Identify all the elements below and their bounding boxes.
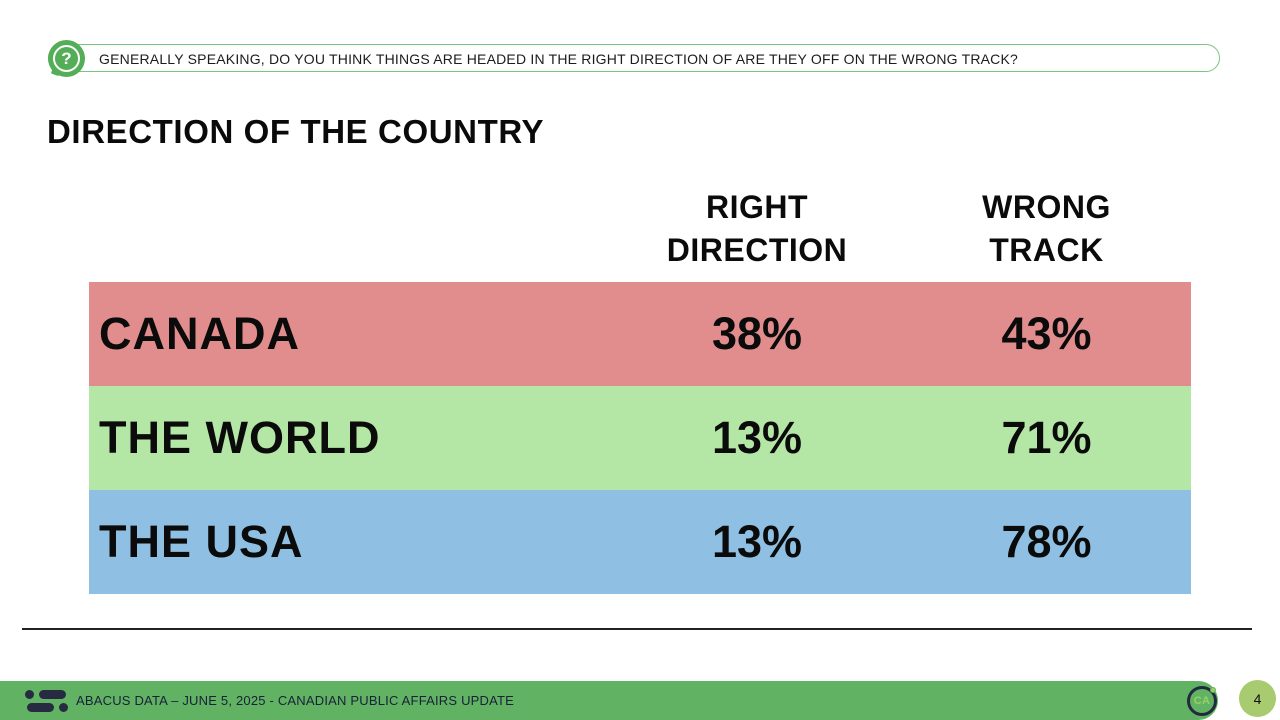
right-direction-value: 13% — [711, 516, 803, 567]
question-banner: GENERALLY SPEAKING, DO YOU THINK THINGS … — [48, 44, 1220, 72]
wrong-track-value: 78% — [1001, 516, 1092, 567]
ca-badge-dot — [1210, 687, 1216, 693]
row-label: THE WORLD — [99, 412, 381, 463]
row-label: CANADA — [99, 308, 300, 359]
right-direction-value: 13% — [711, 412, 803, 463]
footer-bar: ABACUS DATA – JUNE 5, 2025 - CANADIAN PU… — [0, 681, 1218, 720]
footer-caption: ABACUS DATA – JUNE 5, 2025 - CANADIAN PU… — [76, 693, 515, 708]
logo-bar — [39, 690, 66, 699]
table-header-row: RIGHT DIRECTION WRONG TRACK — [89, 186, 1191, 282]
results-table: RIGHT DIRECTION WRONG TRACK CANADA 38% 4… — [89, 186, 1191, 594]
column-header-right-direction: RIGHT DIRECTION — [666, 189, 848, 268]
abacus-data-logo-icon — [25, 689, 71, 713]
question-glyph: ? — [61, 48, 72, 68]
table-row-usa: THE USA 13% 78% — [89, 490, 1191, 594]
header-spacer — [89, 186, 612, 282]
right-direction-value: 38% — [711, 308, 803, 359]
table-row-world: THE WORLD 13% 71% — [89, 386, 1191, 490]
logo-dot — [59, 703, 68, 712]
ca-badge-label: CA — [1193, 695, 1211, 707]
table-row-canada: CANADA 38% 43% — [89, 282, 1191, 386]
question-text: GENERALLY SPEAKING, DO YOU THINK THINGS … — [99, 51, 1019, 67]
ca-badge-icon: CA — [1187, 686, 1217, 716]
page-title: DIRECTION OF THE COUNTRY — [47, 113, 545, 150]
question-mark-icon: ? — [48, 40, 85, 77]
wrong-track-value: 71% — [1001, 412, 1092, 463]
page-number: 4 — [1253, 690, 1262, 707]
footer-divider-line — [22, 628, 1252, 630]
column-header-wrong-track: WRONG TRACK — [982, 189, 1111, 268]
question-icon-ring — [53, 45, 80, 72]
wrong-track-value: 43% — [1001, 308, 1092, 359]
logo-dot — [25, 690, 34, 699]
row-label: THE USA — [99, 516, 304, 567]
page-number-badge: 4 — [1239, 680, 1276, 717]
logo-bar — [27, 703, 54, 712]
